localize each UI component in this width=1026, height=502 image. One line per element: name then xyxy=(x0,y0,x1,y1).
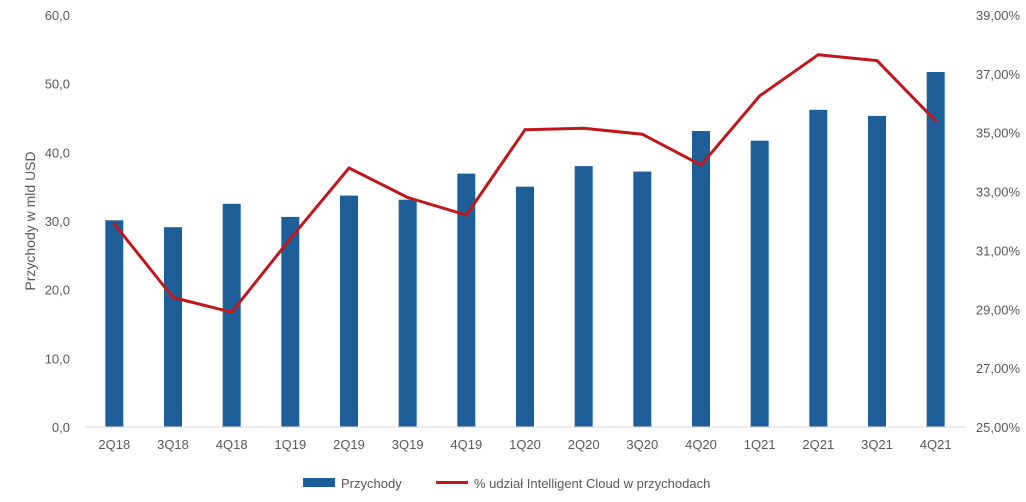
bar xyxy=(926,72,945,427)
x-tick-label: 1Q19 xyxy=(274,437,306,452)
y2-tick-label: 27,00% xyxy=(976,361,1021,376)
bar xyxy=(692,131,710,427)
bar xyxy=(281,216,300,427)
y2-tick-label: 25,00% xyxy=(976,420,1021,435)
line-point xyxy=(523,128,527,132)
line-point xyxy=(112,222,116,226)
line-point xyxy=(288,237,292,241)
x-tick-label: 4Q19 xyxy=(450,437,482,452)
y2-tick-label: 39,00% xyxy=(976,8,1021,23)
y-axis-right: 25,00% 27,00% 29,00% 31,00% 33,00% 35,00% 37,0… xyxy=(976,8,1021,435)
y-tick-label: 0,0 xyxy=(52,420,70,435)
x-tick-label: 4Q20 xyxy=(685,437,717,452)
y-axis-left: 0,0 10,0 20,0 30,0 40,0 50,0 60,0 xyxy=(45,8,70,435)
bar xyxy=(457,173,476,427)
x-tick-label: 1Q20 xyxy=(509,437,541,452)
x-tick-label: 3Q21 xyxy=(861,437,893,452)
x-tick-label: 2Q19 xyxy=(333,437,365,452)
y-tick-label: 30,0 xyxy=(45,214,70,229)
legend-label-bar: Przychody xyxy=(341,476,402,491)
y2-tick-label: 29,00% xyxy=(976,302,1021,317)
y2-tick-label: 37,00% xyxy=(976,67,1021,82)
y-tick-label: 40,0 xyxy=(45,145,70,160)
y-tick-label: 10,0 xyxy=(45,351,70,366)
bar xyxy=(164,227,182,427)
y2-tick-label: 35,00% xyxy=(976,126,1021,141)
line-point xyxy=(582,126,586,130)
line-point xyxy=(758,94,762,98)
bar xyxy=(574,166,593,427)
y-tick-label: 20,0 xyxy=(45,283,70,298)
line-point xyxy=(934,119,938,123)
bar-series xyxy=(105,72,945,428)
bar xyxy=(809,109,828,428)
x-tick-label: 4Q21 xyxy=(920,437,952,452)
x-axis: 2Q18 3Q18 4Q18 1Q19 2Q19 3Q19 4Q19 1Q20 2Q20 3Q20… xyxy=(85,426,965,452)
bar xyxy=(633,171,652,427)
x-tick-label: 2Q21 xyxy=(802,437,834,452)
legend-label-line: % udział Intelligent Cloud w przychodach xyxy=(474,476,710,491)
bar xyxy=(516,186,534,427)
y2-tick-label: 33,00% xyxy=(976,185,1021,200)
y-tick-label: 60,0 xyxy=(45,8,70,23)
line-point xyxy=(875,59,879,63)
x-tick-label: 2Q20 xyxy=(568,437,600,452)
line-point xyxy=(406,196,410,199)
x-tick-label: 3Q18 xyxy=(157,437,189,452)
bar xyxy=(750,140,769,427)
line-point xyxy=(816,53,820,57)
line-point xyxy=(699,163,703,167)
line-series xyxy=(112,53,938,314)
bar xyxy=(340,195,358,427)
line-point xyxy=(464,213,468,217)
line-point xyxy=(230,310,234,314)
bar xyxy=(105,220,124,427)
y-axis-title: Przychody w mld USD xyxy=(22,151,38,290)
legend: Przychody % udział Intelligent Cloud w pr… xyxy=(303,476,710,491)
line-point xyxy=(640,132,644,136)
x-tick-label: 3Q20 xyxy=(626,437,658,452)
line-point xyxy=(171,296,175,299)
y2-tick-label: 31,00% xyxy=(976,243,1021,258)
bar xyxy=(868,115,886,428)
y-tick-label: 50,0 xyxy=(45,77,70,92)
legend-swatch-bar xyxy=(303,478,335,487)
bar xyxy=(398,199,417,427)
x-tick-label: 2Q18 xyxy=(98,437,130,452)
x-tick-label: 4Q18 xyxy=(216,437,248,452)
line-point xyxy=(347,166,351,170)
x-tick-label: 1Q21 xyxy=(744,437,776,452)
bar xyxy=(222,203,241,427)
x-tick-label: 3Q19 xyxy=(392,437,424,452)
